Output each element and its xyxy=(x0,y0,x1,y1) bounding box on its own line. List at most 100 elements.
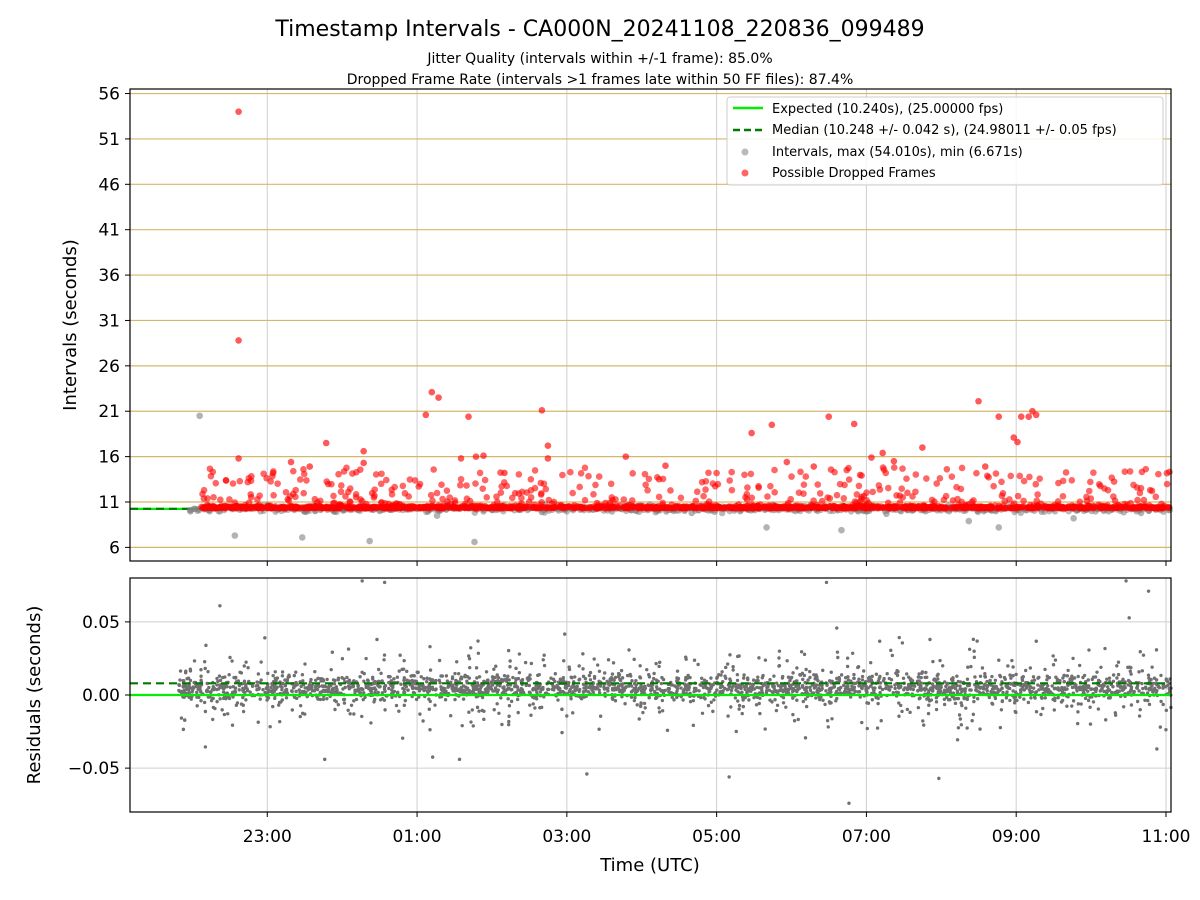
dropped-frame-point xyxy=(1130,481,1137,489)
dropped-frame-point xyxy=(381,504,389,512)
dropped-frame-point xyxy=(300,470,308,478)
residual-point xyxy=(1083,696,1088,701)
dropped-frame-point xyxy=(642,481,649,489)
residual-point xyxy=(805,686,809,690)
residual-point xyxy=(789,675,794,680)
residual-point xyxy=(1111,684,1115,689)
residual-point xyxy=(1029,696,1033,700)
residual-point xyxy=(917,672,921,676)
residual-point xyxy=(526,675,531,680)
residual-point xyxy=(372,700,376,704)
residual-point xyxy=(646,683,650,687)
residual-point xyxy=(569,675,573,679)
residual-point xyxy=(627,648,631,652)
residual-point xyxy=(699,676,704,680)
interval-point xyxy=(366,537,373,545)
residual-point xyxy=(692,689,696,694)
residual-point xyxy=(188,667,193,671)
dropped-frame-point xyxy=(1010,500,1018,507)
residual-point xyxy=(527,683,531,688)
residual-point xyxy=(889,678,894,682)
residual-point xyxy=(345,675,349,680)
residual-point xyxy=(484,670,489,674)
residual-point xyxy=(514,678,518,682)
dropped-frame-point xyxy=(586,504,594,512)
residual-point xyxy=(549,676,553,680)
residual-point xyxy=(1014,710,1018,715)
residual-point xyxy=(683,678,688,682)
dropped-frame-point xyxy=(427,491,435,499)
residual-point xyxy=(360,714,364,719)
residual-point xyxy=(726,714,730,718)
residual-point xyxy=(586,690,591,694)
residual-point xyxy=(1060,698,1065,703)
dropped-frame-point xyxy=(876,486,884,493)
residual-point xyxy=(754,679,759,683)
residual-point xyxy=(1014,672,1018,677)
interval-point xyxy=(298,534,306,541)
residual-point xyxy=(482,679,486,684)
residual-point xyxy=(1075,721,1080,726)
residual-point xyxy=(1039,712,1043,717)
residual-point xyxy=(792,719,797,723)
residual-point xyxy=(1045,689,1049,694)
residual-point xyxy=(497,711,501,715)
residual-point xyxy=(1051,697,1055,702)
dropped-frame-point xyxy=(943,465,951,473)
dropped-frame-point xyxy=(667,487,674,494)
dropped-frame-point xyxy=(713,469,720,477)
dropped-frame-point xyxy=(845,476,853,483)
dropped-frame-point xyxy=(303,477,310,484)
residual-point xyxy=(573,675,577,679)
dropped-frame-point xyxy=(1146,502,1153,509)
residual-point xyxy=(709,700,713,704)
residual-point xyxy=(494,664,498,668)
residual-point xyxy=(560,730,564,735)
residual-point xyxy=(1041,706,1045,711)
residual-point xyxy=(741,676,746,680)
residual-point xyxy=(934,695,939,700)
residual-point xyxy=(1086,698,1091,703)
residual-point xyxy=(354,697,359,702)
residual-point xyxy=(1062,680,1066,684)
residual-point xyxy=(478,687,482,691)
dropped-frame-point xyxy=(802,473,810,480)
residual-point xyxy=(607,682,612,686)
residual-point xyxy=(400,736,405,740)
residual-point xyxy=(256,672,261,676)
residual-point xyxy=(592,657,596,661)
residual-point xyxy=(570,685,574,689)
residual-point xyxy=(955,738,960,742)
residual-point xyxy=(243,681,247,686)
residual-point xyxy=(733,696,738,700)
dropped-frame-point xyxy=(659,499,667,507)
residual-point xyxy=(1044,686,1049,691)
residual-point xyxy=(298,703,303,708)
dropped-frame-point xyxy=(294,504,301,511)
residual-point xyxy=(610,672,615,676)
residual-point xyxy=(349,703,354,707)
dropped-frame-point xyxy=(286,493,294,500)
residual-point xyxy=(808,675,812,680)
residual-point xyxy=(857,684,861,688)
dropped-frame-point xyxy=(743,496,751,503)
residual-point xyxy=(508,659,512,663)
dropped-frame-point xyxy=(378,470,385,478)
residual-point xyxy=(1022,697,1026,701)
dropped-frame-point xyxy=(360,447,367,455)
residual-point xyxy=(427,707,431,711)
residual-point xyxy=(1115,676,1119,680)
residual-point xyxy=(280,688,284,692)
residual-point xyxy=(737,707,741,711)
residual-point xyxy=(1121,677,1125,681)
residual-point xyxy=(743,695,747,700)
residual-point xyxy=(766,684,770,689)
residual-point xyxy=(823,702,827,707)
residual-point xyxy=(642,701,647,706)
dropped-frame-point xyxy=(254,496,261,503)
dropped-frame-point xyxy=(576,483,583,491)
dropped-frame-point xyxy=(581,496,589,504)
residual-point xyxy=(205,689,209,694)
residual-point xyxy=(364,656,368,661)
residual-point xyxy=(215,676,219,681)
